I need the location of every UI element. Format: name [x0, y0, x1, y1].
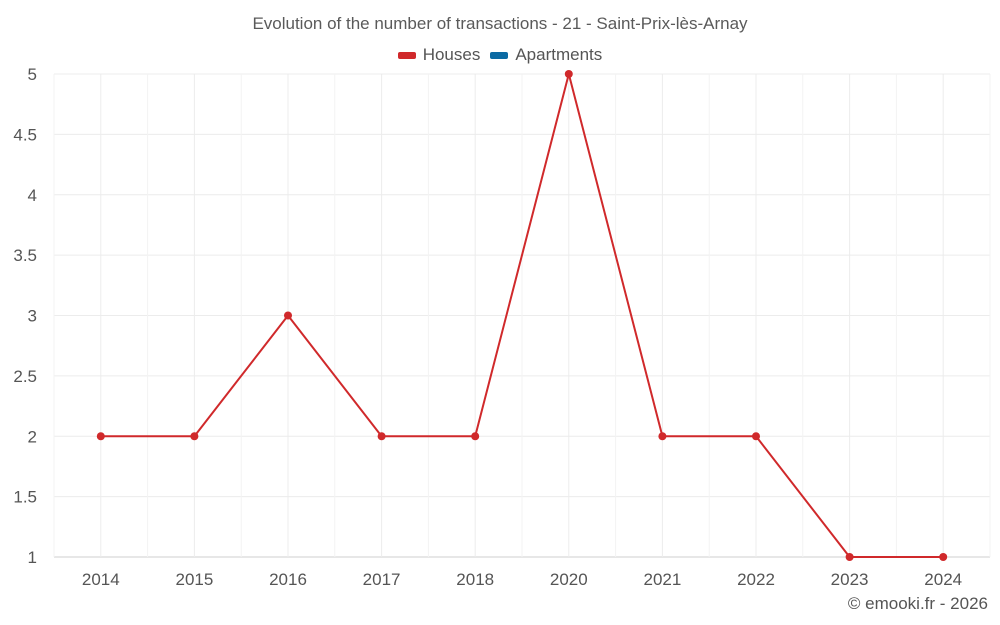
x-tick-label: 2014 [82, 570, 120, 589]
axes: 1 1.5 2 2.5 3 3.5 4 4.5 5 2014 2015 2016 2017 2018 202… [13, 65, 962, 589]
legend-swatch-apartments [490, 51, 509, 59]
data-point [939, 553, 948, 561]
y-tick-label: 3.5 [13, 246, 37, 265]
x-tick-label: 2017 [363, 570, 401, 589]
y-tick-label: 1 [28, 548, 37, 567]
x-tick-label: 2020 [550, 570, 588, 589]
data-point [284, 311, 292, 320]
x-tick-label: 2021 [643, 570, 681, 589]
data-point [845, 553, 854, 561]
legend-label-apartments: Apartments [515, 45, 603, 64]
y-tick-label: 4.5 [13, 125, 37, 144]
y-tick-label: 2.5 [13, 367, 37, 386]
legend-label-houses: Houses [422, 45, 481, 64]
y-tick-label: 4 [28, 186, 37, 205]
data-point [96, 432, 105, 441]
x-tick-label: 2015 [175, 570, 213, 589]
series-line-houses [100, 73, 944, 558]
legend: Houses Apartments [0, 45, 1000, 65]
series [96, 70, 948, 561]
data-point [471, 432, 480, 441]
legend-swatch-houses [397, 51, 416, 59]
x-tick-label: 2024 [924, 570, 962, 589]
x-tick-label: 2018 [456, 570, 494, 589]
y-tick-label: 3 [28, 307, 37, 326]
y-tick-label: 1.5 [13, 488, 37, 507]
chart-title: Evolution of the number of transactions … [252, 14, 748, 33]
y-tick-label: 5 [28, 65, 37, 84]
grid [53, 73, 991, 558]
legend-item-apartments[interactable]: Apartments [490, 45, 602, 65]
x-tick-label: 2023 [831, 570, 869, 589]
x-tick-label: 2016 [269, 570, 307, 589]
y-tick-label: 2 [28, 427, 37, 446]
data-point [752, 432, 760, 441]
data-point [377, 432, 386, 441]
credit-text: © emooki.fr - 2026 [847, 594, 988, 613]
data-point [190, 432, 199, 441]
legend-item-houses[interactable]: Houses [397, 45, 481, 65]
data-point [564, 70, 573, 78]
data-point [658, 432, 667, 441]
x-tick-label: 2022 [737, 570, 775, 589]
